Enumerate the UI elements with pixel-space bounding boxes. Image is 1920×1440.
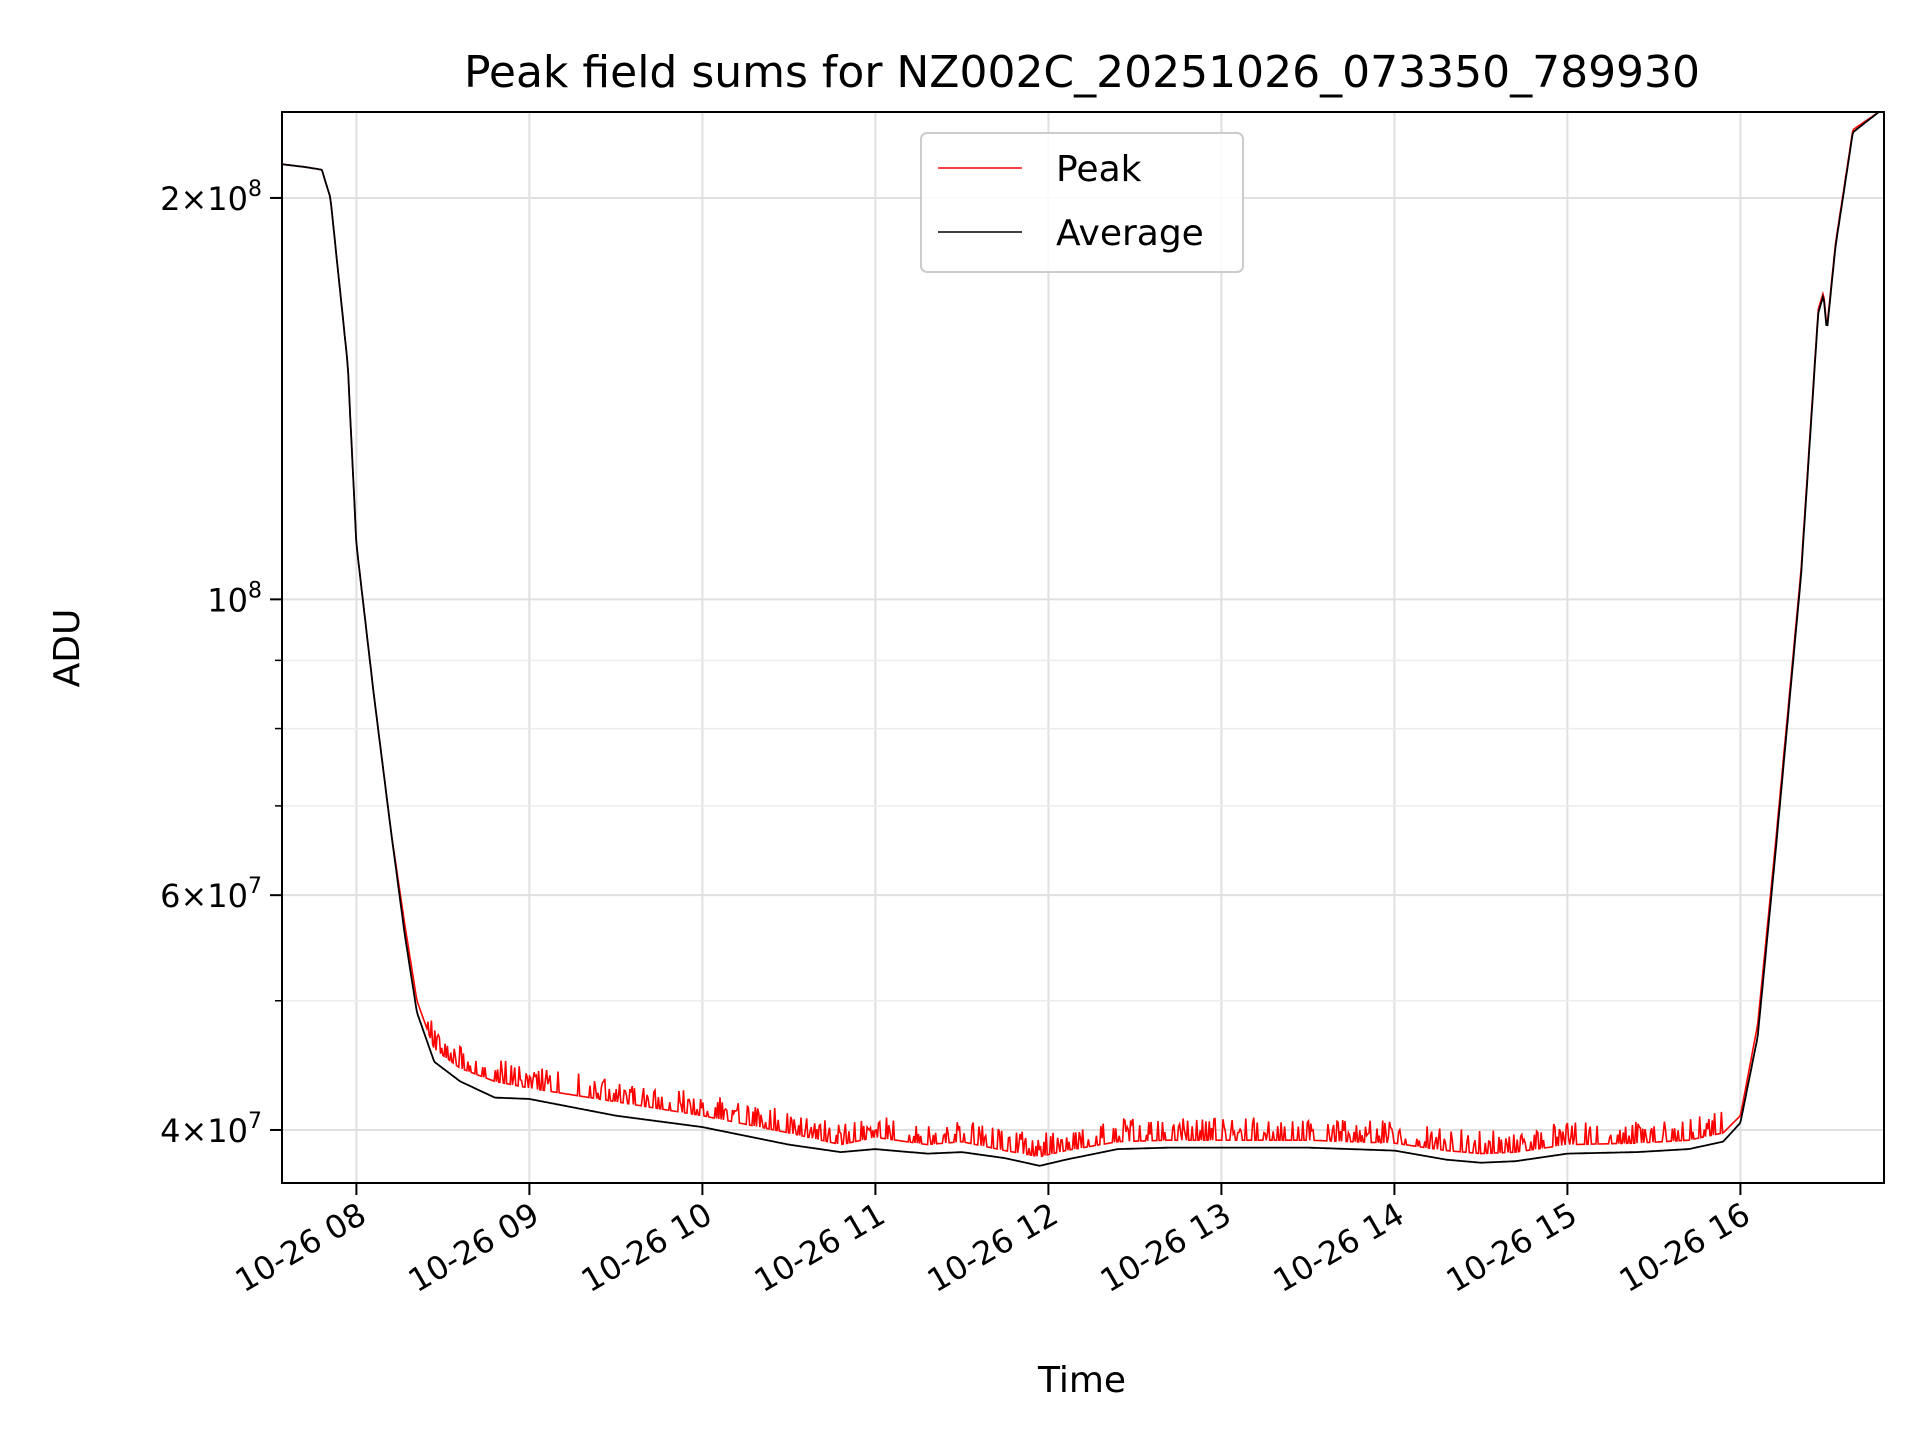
y-tick-label: 6×107 <box>160 874 262 915</box>
legend: Peak Average <box>920 132 1244 273</box>
y-tick-label: 108 <box>207 578 262 619</box>
chart-title: Peak field sums for NZ002C_20251026_0733… <box>464 47 1700 98</box>
y-tick-label: 2×108 <box>160 177 262 218</box>
x-axis-label: Time <box>1037 1360 1126 1401</box>
plot-frame <box>281 111 1885 1184</box>
legend-label-average: Average <box>1056 213 1204 254</box>
legend-label-peak: Peak <box>1056 149 1142 190</box>
series-layer <box>282 112 1880 1167</box>
series-line-peak <box>282 112 1880 1158</box>
y-axis: 4×107 6×107 108 2×108 <box>160 177 282 1150</box>
series-line-average <box>282 112 1880 1167</box>
y-tick-label: 4×107 <box>160 1109 262 1150</box>
y-axis-label: ADU <box>47 609 88 688</box>
